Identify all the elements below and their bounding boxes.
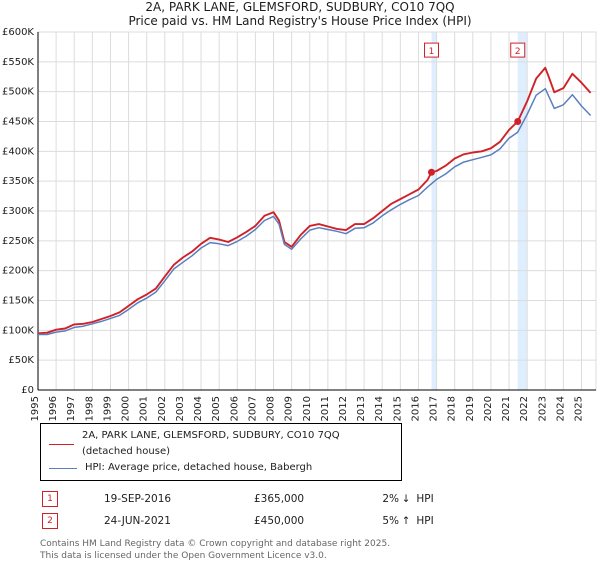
point-price: £365,000 (254, 493, 359, 505)
svg-text:2021: 2021 (501, 396, 512, 421)
svg-text:£0: £0 (21, 385, 34, 396)
svg-text:2: 2 (515, 47, 521, 57)
svg-text:2019: 2019 (465, 396, 476, 421)
legend-label-property: 2A, PARK LANE, GLEMSFORD, SUDBURY, CO10 … (82, 428, 393, 460)
svg-text:£600K: £600K (2, 28, 34, 38)
svg-text:2004: 2004 (193, 396, 204, 421)
point-price: £450,000 (254, 515, 359, 527)
svg-text:2006: 2006 (229, 396, 240, 421)
svg-text:£200K: £200K (2, 266, 34, 277)
svg-text:£450K: £450K (2, 117, 34, 128)
svg-text:2016: 2016 (410, 396, 421, 421)
point-index-box: 2 (42, 513, 58, 529)
svg-text:£300K: £300K (2, 206, 34, 217)
copyright: Contains HM Land Registry data © Crown c… (40, 539, 600, 562)
svg-text:£50K: £50K (8, 355, 34, 366)
sale-point-row: 2 24-JUN-2021£450,0005%↑ HPI (42, 511, 434, 531)
svg-text:2018: 2018 (447, 396, 458, 421)
svg-text:2001: 2001 (139, 396, 150, 421)
title-line2: Price paid vs. HM Land Registry's House … (128, 14, 471, 28)
svg-text:2022: 2022 (519, 396, 530, 421)
svg-text:1998: 1998 (84, 396, 95, 421)
legend-label-hpi: HPI: Average price, detached house, Babe… (85, 460, 312, 476)
svg-text:1999: 1999 (102, 396, 113, 421)
svg-text:2024: 2024 (555, 396, 566, 421)
svg-text:2008: 2008 (266, 396, 277, 421)
legend-swatch-hpi (49, 468, 77, 469)
svg-text:2013: 2013 (356, 396, 367, 421)
svg-text:1995: 1995 (30, 396, 41, 421)
svg-text:2002: 2002 (157, 396, 168, 421)
svg-text:2009: 2009 (284, 396, 295, 421)
svg-text:2014: 2014 (374, 396, 385, 421)
chart-title: 2A, PARK LANE, GLEMSFORD, SUDBURY, CO10 … (0, 0, 600, 28)
point-pct: 5% (359, 515, 399, 527)
svg-text:2012: 2012 (338, 396, 349, 421)
arrow-up-icon: ↑ (399, 515, 413, 527)
svg-text:2017: 2017 (429, 396, 440, 421)
svg-text:2011: 2011 (320, 396, 331, 421)
svg-text:£100K: £100K (2, 325, 34, 336)
svg-text:£400K: £400K (2, 146, 34, 157)
point-hpi-label: HPI (413, 515, 434, 527)
legend: 2A, PARK LANE, GLEMSFORD, SUDBURY, CO10 … (40, 423, 402, 481)
svg-text:2025: 2025 (574, 396, 585, 421)
svg-text:1997: 1997 (66, 396, 77, 421)
point-pct: 2% (359, 493, 399, 505)
copyright-line2: This data is licensed under the Open Gov… (40, 551, 327, 561)
point-date: 19-SEP-2016 (104, 493, 254, 505)
svg-text:2005: 2005 (211, 396, 222, 421)
svg-text:2000: 2000 (121, 396, 132, 421)
svg-text:£250K: £250K (2, 236, 34, 247)
title-line1: 2A, PARK LANE, GLEMSFORD, SUDBURY, CO10 … (145, 0, 454, 14)
svg-text:1: 1 (429, 47, 435, 57)
price-chart: £0 £50K £100K £150K £200K £250K £300K £350K £400… (0, 28, 600, 423)
svg-text:£550K: £550K (2, 57, 34, 68)
sale-point-row: 1 19-SEP-2016£365,0002%↓ HPI (42, 489, 434, 509)
svg-text:2007: 2007 (247, 396, 258, 421)
sale-points-table: 1 19-SEP-2016£365,0002%↓ HPI 2 24-JUN-2021£… (40, 487, 436, 533)
svg-text:2023: 2023 (537, 396, 548, 421)
point-date: 24-JUN-2021 (104, 515, 254, 527)
svg-text:£500K: £500K (2, 87, 34, 98)
legend-swatch-property (49, 444, 74, 445)
svg-text:2010: 2010 (302, 396, 313, 421)
copyright-line1: Contains HM Land Registry data © Crown c… (40, 539, 390, 549)
svg-text:£350K: £350K (2, 176, 34, 187)
svg-text:2015: 2015 (392, 396, 403, 421)
svg-text:1996: 1996 (48, 396, 59, 421)
arrow-down-icon: ↓ (399, 493, 413, 505)
svg-text:£150K: £150K (2, 296, 34, 307)
point-hpi-label: HPI (413, 493, 434, 505)
svg-text:2003: 2003 (175, 396, 186, 421)
svg-text:2020: 2020 (483, 396, 494, 421)
point-index-box: 1 (42, 491, 58, 507)
